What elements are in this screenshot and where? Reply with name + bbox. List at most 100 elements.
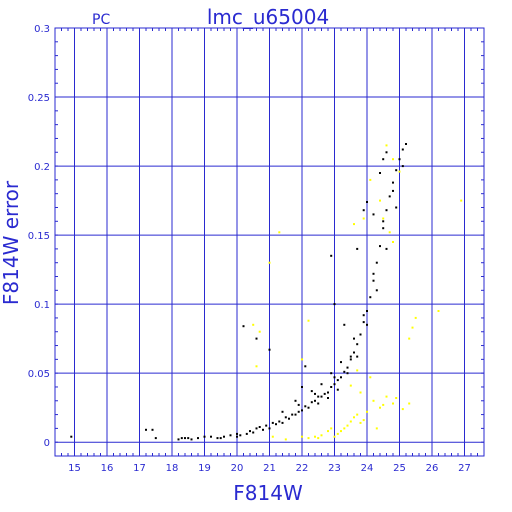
data-point	[203, 435, 206, 438]
data-point	[268, 427, 271, 430]
data-point	[362, 419, 365, 422]
data-point	[197, 437, 199, 440]
data-point	[330, 254, 333, 257]
data-point	[180, 437, 183, 440]
y-tick-label: 0.1	[34, 300, 50, 311]
data-point	[294, 399, 297, 402]
data-point	[372, 213, 375, 216]
data-point	[362, 217, 365, 220]
data-point	[437, 310, 440, 312]
x-tick-label: 22	[296, 463, 309, 474]
data-point	[408, 337, 411, 340]
data-point	[301, 386, 303, 388]
data-point	[258, 426, 261, 428]
data-point	[323, 392, 326, 395]
data-point	[301, 409, 303, 412]
data-point	[382, 158, 385, 161]
data-point	[307, 406, 310, 409]
data-point	[229, 434, 232, 437]
x-tick-label: 17	[133, 463, 146, 474]
data-point	[356, 343, 359, 346]
x-tick-label: 23	[328, 463, 341, 474]
y-tick-label: 0.2	[34, 162, 50, 173]
data-point	[268, 261, 271, 264]
data-point	[375, 261, 378, 264]
data-point	[262, 428, 264, 431]
data-point	[210, 435, 212, 438]
data-point	[398, 158, 401, 161]
data-point	[327, 391, 329, 394]
data-point	[353, 351, 355, 354]
data-point	[346, 366, 349, 369]
data-point	[336, 432, 339, 435]
data-point	[219, 437, 222, 440]
data-point	[252, 323, 255, 326]
data-point	[310, 401, 313, 404]
data-point	[369, 178, 372, 181]
data-point	[284, 416, 287, 419]
axes: 15 16 17 18 19 20 21 22 23 24 25 26 27 0 0.05 0.1 0.15 0.…	[28, 24, 485, 474]
data-point	[395, 169, 398, 172]
data-point	[369, 296, 372, 299]
data-point	[190, 438, 193, 441]
data-point	[258, 330, 261, 333]
data-point	[177, 438, 180, 441]
data-point	[314, 392, 316, 395]
data-point	[372, 279, 375, 282]
y-tick-label: 0	[44, 438, 50, 449]
data-point	[375, 289, 378, 292]
data-point	[314, 435, 316, 438]
data-point	[388, 231, 391, 234]
x-axis-label: F814W	[233, 481, 303, 505]
y-tick-label: 0.3	[34, 24, 50, 35]
x-tick-label: 26	[426, 463, 439, 474]
data-point	[382, 227, 385, 230]
data-point	[320, 383, 323, 386]
data-point	[294, 413, 297, 416]
data-point	[366, 201, 368, 203]
data-point	[239, 434, 242, 437]
data-point	[392, 181, 394, 184]
data-point	[359, 391, 362, 394]
data-point	[343, 370, 346, 373]
data-point	[288, 417, 290, 420]
data-point	[349, 420, 352, 423]
data-point	[255, 427, 258, 430]
data-point	[379, 172, 381, 174]
data-point	[349, 358, 352, 361]
y-tick-label: 0.25	[28, 93, 50, 104]
chart-title: lmc_u65004	[207, 5, 329, 29]
data-point	[330, 427, 333, 430]
data-point	[255, 365, 258, 368]
data-point	[385, 151, 388, 154]
grid	[55, 27, 484, 456]
data-point	[366, 323, 368, 326]
data-point	[379, 199, 381, 202]
data-point	[145, 428, 147, 431]
data-point	[255, 337, 258, 340]
x-tick-label: 25	[393, 463, 406, 474]
data-point	[343, 427, 346, 430]
data-point	[330, 386, 333, 388]
data-point	[333, 435, 336, 438]
data-point	[265, 424, 268, 427]
data-point	[346, 424, 349, 427]
data-point	[281, 421, 284, 424]
data-point	[70, 435, 73, 438]
data-point	[362, 209, 365, 212]
data-point	[271, 421, 274, 424]
data-point	[216, 437, 219, 440]
data-point	[340, 376, 342, 379]
data-point	[301, 358, 303, 361]
data-point	[330, 372, 333, 375]
data-point	[297, 403, 300, 406]
data-point	[366, 410, 368, 413]
data-point	[236, 432, 238, 435]
y-axis-label: F814W error	[0, 180, 23, 305]
x-tick-label: 24	[361, 463, 374, 474]
data-point	[385, 247, 388, 250]
data-point	[242, 325, 245, 328]
data-point	[310, 390, 313, 393]
data-point	[301, 435, 303, 438]
data-point	[249, 430, 251, 433]
